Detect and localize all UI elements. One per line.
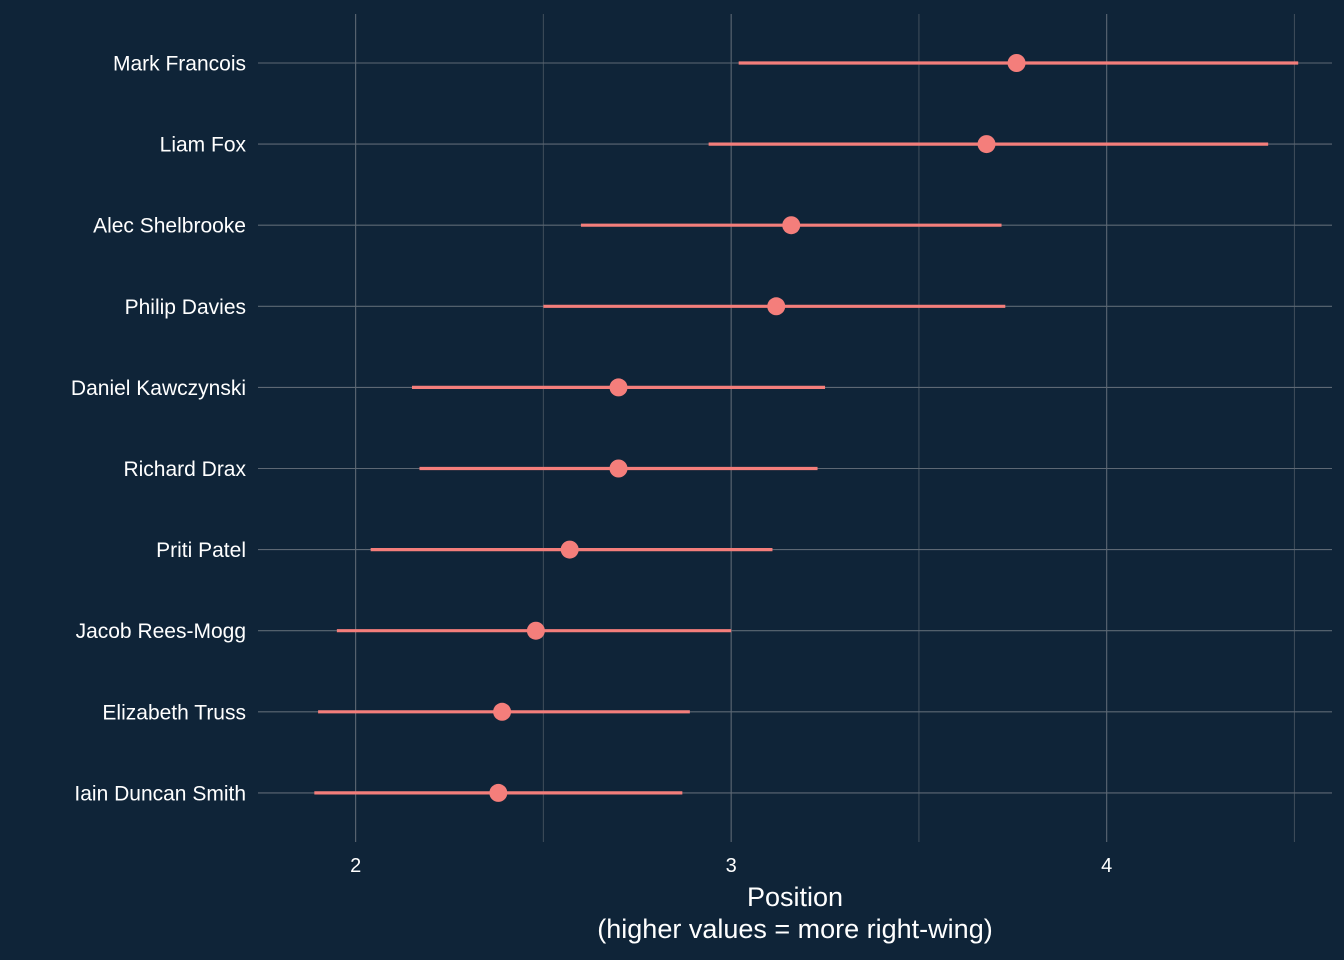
point bbox=[609, 378, 628, 397]
points bbox=[489, 54, 1026, 802]
point bbox=[560, 540, 579, 559]
point bbox=[526, 621, 545, 640]
y-tick-label: Alec Shelbrooke bbox=[93, 215, 246, 238]
x-tick-label: 3 bbox=[726, 855, 737, 877]
point bbox=[782, 216, 801, 235]
y-tick-label: Iain Duncan Smith bbox=[74, 782, 246, 805]
x-tick-label: 2 bbox=[350, 855, 361, 877]
y-tick-label: Daniel Kawczynski bbox=[71, 377, 246, 400]
point bbox=[977, 135, 996, 154]
y-tick-label: Richard Drax bbox=[123, 458, 246, 481]
y-tick-label: Philip Davies bbox=[125, 296, 246, 319]
x-axis-title-line2: (higher values = more right-wing) bbox=[597, 914, 992, 944]
y-tick-label: Priti Patel bbox=[156, 539, 246, 562]
y-tick-label: Liam Fox bbox=[160, 134, 247, 157]
y-tick-label: Mark Francois bbox=[113, 53, 246, 76]
minor-gridlines bbox=[542, 14, 1295, 842]
y-tick-label: Elizabeth Truss bbox=[102, 701, 246, 724]
x-tick-label: 4 bbox=[1101, 855, 1112, 877]
x-axis-title-line1: Position bbox=[747, 882, 843, 912]
point bbox=[493, 702, 512, 721]
x-tick-labels: 2 3 4 bbox=[350, 855, 1112, 877]
point bbox=[767, 297, 786, 316]
y-tick-labels: Mark Francois Liam Fox Alec Shelbrooke Phil… bbox=[71, 53, 247, 806]
point bbox=[489, 783, 508, 802]
point bbox=[609, 459, 628, 478]
y-tick-label: Jacob Rees-Mogg bbox=[76, 620, 246, 643]
point bbox=[1007, 54, 1026, 72]
